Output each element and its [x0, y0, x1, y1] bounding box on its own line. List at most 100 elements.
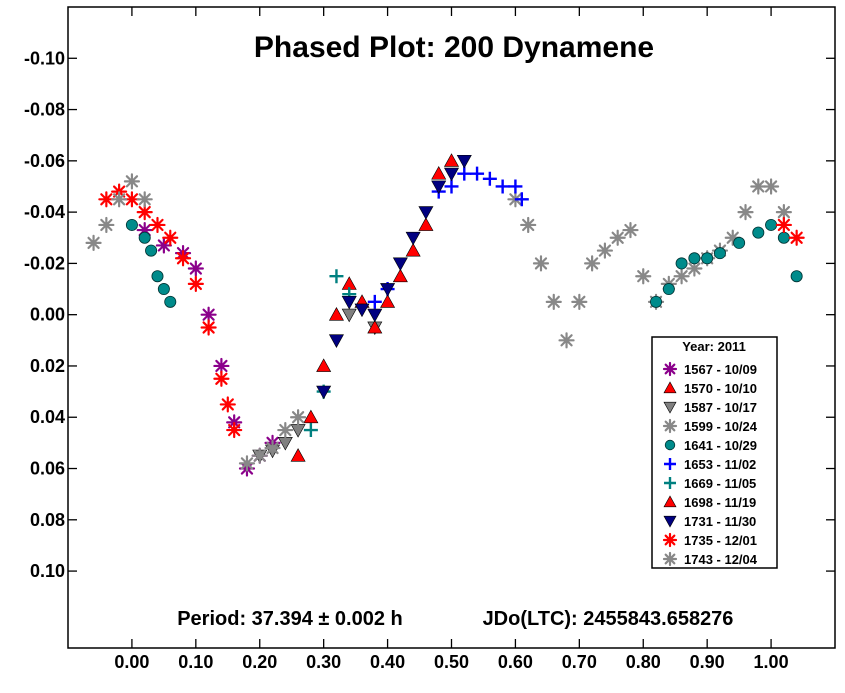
data-point	[775, 216, 792, 234]
data-point	[111, 191, 128, 208]
legend-marker	[664, 477, 676, 489]
legend-title: Year: 2011	[682, 339, 746, 354]
data-point	[174, 250, 192, 267]
data-point	[125, 218, 138, 231]
data-point	[508, 179, 523, 194]
data-point	[686, 260, 703, 277]
data-point	[443, 153, 460, 167]
data-point	[367, 294, 382, 309]
legend-box	[651, 336, 778, 569]
legend-item: 1698 - 11/19	[663, 495, 756, 510]
x-tick-label: 0.20	[242, 652, 277, 672]
legend-label: 1641 - 10/29	[684, 438, 757, 453]
data-point	[650, 295, 663, 308]
data-point	[622, 221, 639, 239]
legend-marker	[662, 551, 678, 567]
data-point	[470, 166, 485, 181]
data-point	[164, 295, 177, 308]
legend-item: 1735 - 12/01	[662, 532, 757, 548]
data-point	[264, 439, 281, 457]
series-9	[98, 183, 805, 439]
y-tick-label: 0.04	[30, 407, 65, 427]
data-point	[155, 237, 172, 254]
data-point	[405, 242, 421, 257]
legend-item: 1599 - 10/24	[662, 418, 758, 434]
series-7	[367, 153, 460, 334]
legend-marker	[662, 532, 678, 548]
y-tick-label: 0.08	[30, 510, 65, 530]
data-point	[609, 229, 626, 246]
data-point	[354, 303, 370, 318]
series-4	[125, 218, 803, 308]
data-point	[456, 154, 472, 169]
legend-item: 1587 - 10/17	[663, 400, 757, 415]
data-point	[213, 370, 230, 387]
data-point	[290, 448, 306, 462]
y-tick-label: -0.08	[24, 100, 65, 120]
legend-marker	[663, 401, 677, 414]
legend-item: 1731 - 11/30	[663, 514, 756, 529]
legend-label: 1669 - 11/05	[684, 476, 756, 491]
x-tick-label: 0.30	[306, 652, 341, 672]
x-tick-label: 0.60	[498, 652, 533, 672]
x-tick-label: 0.70	[562, 652, 597, 672]
data-point	[136, 191, 153, 208]
data-point	[328, 334, 344, 348]
data-point	[777, 231, 790, 244]
data-point	[145, 244, 158, 257]
data-point	[713, 247, 726, 260]
legend-item: 1653 - 11/02	[664, 457, 756, 472]
data-point	[303, 409, 319, 424]
legend-marker	[663, 495, 677, 508]
x-tick-label: 0.10	[178, 652, 213, 672]
data-point	[251, 447, 268, 464]
data-point	[316, 385, 332, 400]
data-point	[675, 257, 688, 270]
x-tick-label: 0.00	[114, 652, 149, 672]
data-point	[457, 166, 472, 181]
data-point	[662, 283, 675, 296]
x-axis: 0.00 0.10 0.20 0.30 0.40 0.50 0.60 0.70 0.80 0.90…	[114, 7, 789, 672]
data-point	[724, 229, 741, 246]
data-point	[405, 231, 421, 246]
data-point	[200, 306, 217, 323]
data-point	[162, 229, 179, 246]
data-point	[367, 319, 383, 334]
legend-marker	[664, 458, 676, 470]
legend-label: 1653 - 11/02	[684, 457, 756, 472]
legend-item: 1570 - 10/10	[663, 381, 757, 396]
data-point	[762, 178, 780, 195]
y-axis: -0.10 -0.08 -0.06 -0.04 -0.02 0.00 0.02 0.04 0.0…	[24, 48, 835, 581]
data-point	[765, 218, 778, 231]
data-point	[790, 270, 803, 283]
legend-label: 1743 - 12/04	[684, 552, 758, 567]
y-tick-label: 0.02	[30, 356, 65, 376]
data-point	[635, 268, 652, 285]
y-tick-label: 0.10	[30, 561, 65, 581]
data-point	[733, 236, 746, 249]
epoch-label: JDo(LTC): 2455843.658276	[483, 608, 734, 630]
data-point	[277, 421, 294, 439]
data-point	[187, 275, 204, 293]
legend-label: 1599 - 10/24	[684, 419, 758, 434]
data-point	[431, 166, 447, 180]
y-tick-label: -0.02	[24, 253, 65, 273]
data-point	[532, 255, 550, 272]
data-point	[584, 255, 601, 272]
data-point	[238, 455, 256, 472]
data-point	[200, 319, 217, 336]
data-point	[316, 358, 332, 372]
legend-marker	[663, 515, 677, 528]
data-point	[157, 283, 170, 296]
data-point	[443, 167, 460, 182]
data-point	[418, 217, 434, 231]
data-point	[367, 308, 383, 323]
y-tick-label: 0.06	[30, 459, 65, 479]
x-tick-label: 0.40	[370, 652, 405, 672]
data-point	[123, 191, 141, 208]
legend-label: 1731 - 11/30	[684, 514, 756, 529]
data-point	[226, 421, 243, 439]
y-tick-label: -0.10	[24, 48, 65, 68]
data-point	[750, 178, 767, 195]
